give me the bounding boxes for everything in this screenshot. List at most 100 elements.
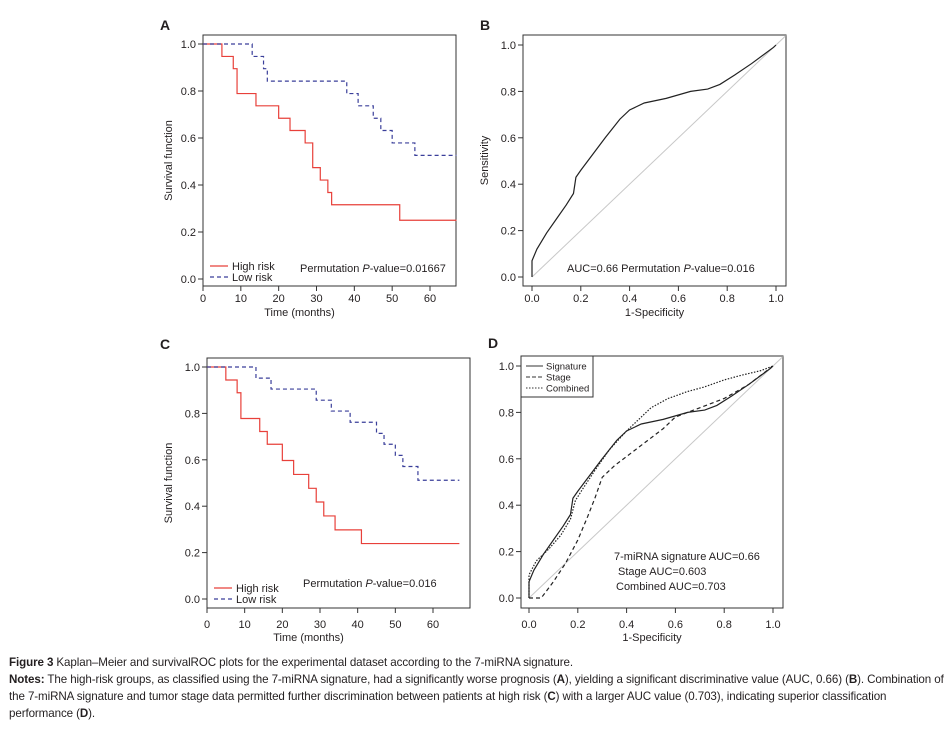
x-axis-label: 1-Specificity: [625, 307, 685, 319]
x-axis-label: Time (months): [264, 307, 335, 319]
x-tick-label: 40: [352, 619, 364, 631]
y-tick-label: 0.2: [185, 548, 200, 560]
y-tick-label: 0.6: [501, 133, 516, 145]
annotation-pvalue: Permutation P-value=0.016: [303, 578, 437, 590]
plot-frame: [520, 355, 784, 609]
x-tick-label: 0.8: [717, 619, 732, 631]
y-tick-label: 0.6: [185, 455, 200, 467]
y-tick-label: 0.6: [181, 133, 196, 145]
y-tick-label: 0.6: [499, 454, 514, 466]
x-tick-label: 40: [348, 293, 360, 305]
series-combined: [528, 365, 774, 598]
y-tick-label: 0.2: [499, 547, 514, 559]
y-tick-label: 1.0: [181, 39, 196, 51]
annotation-auc: Stage AUC=0.603: [618, 566, 706, 578]
figure-caption: Figure 3 Kaplan–Meier and survivalROC pl…: [9, 654, 945, 722]
x-tick-label: 1.0: [765, 619, 780, 631]
panel-a: A 0.0 0.2 0.4 0.6 0.8 1.0 0 10 20 30 40 50 60 Time (mo…: [160, 17, 457, 319]
y-tick-label: 1.0: [501, 40, 516, 52]
y-axis-label: Survival function: [163, 120, 175, 201]
x-tick-label: 20: [273, 293, 285, 305]
annotation-italic: P: [362, 263, 370, 275]
annotation-text: -value=0.016: [373, 578, 437, 590]
y-tick-label: 0.0: [181, 274, 196, 286]
notes-ref-b: B: [848, 673, 858, 686]
y-tick-label: 0.8: [499, 407, 514, 419]
y-tick-label: 0.4: [499, 500, 514, 512]
annotation-text: AUC=0.66 Permutation: [567, 263, 683, 275]
y-tick-label: 0.8: [181, 86, 196, 98]
annotation-italic: P: [683, 263, 691, 275]
annotation-pvalue: Permutation P-value=0.01667: [300, 263, 446, 275]
annotation-pvalue: AUC=0.66 Permutation P-value=0.016: [567, 263, 755, 275]
x-tick-label: 0.4: [619, 619, 634, 631]
y-tick-label: 0.8: [501, 86, 516, 98]
legend-label: Signature: [546, 362, 587, 373]
annotation-auc: 7-miRNA signature AUC=0.66: [614, 551, 760, 563]
annotation-text: Permutation: [303, 578, 365, 590]
notes-text: The high-risk groups, as classified usin…: [44, 673, 557, 686]
y-tick-label: 0.8: [185, 408, 200, 420]
panel-c: C 0.0 0.2 0.4 0.6 0.8 1.0 0 10 20 30 40 50 60 Time (mo…: [160, 336, 471, 644]
y-tick-label: 0.2: [181, 227, 196, 239]
notes-label: Notes:: [9, 673, 45, 686]
legend-label: Low risk: [236, 594, 277, 606]
y-tick-label: 0.0: [499, 593, 514, 605]
x-tick-label: 50: [389, 619, 401, 631]
series-high-risk: [207, 366, 460, 545]
panel-label: D: [488, 335, 498, 351]
x-tick-label: 0.0: [524, 293, 539, 305]
annotation-italic: P: [365, 578, 373, 590]
plot-frame: [522, 34, 787, 287]
x-tick-label: 0.2: [570, 619, 585, 631]
panel-label: A: [160, 17, 170, 33]
caption-title-line: Figure 3 Kaplan–Meier and survivalROC pl…: [9, 654, 945, 671]
y-tick-label: 0.0: [185, 594, 200, 606]
x-tick-label: 10: [239, 619, 251, 631]
caption-title-text: Kaplan–Meier and survivalROC plots for t…: [53, 656, 574, 669]
legend-label: Stage: [546, 373, 571, 384]
annotation-text: -value=0.01667: [370, 263, 446, 275]
series-signature: [528, 365, 774, 598]
reference-diagonal: [531, 35, 787, 278]
reference-diagonal: [528, 356, 784, 599]
x-tick-label: 60: [424, 293, 436, 305]
notes-text: ). Combination of the 7-miRNA signature …: [9, 673, 944, 703]
notes-text: ), yielding a significant discriminative…: [564, 673, 849, 686]
x-axis-label: 1-Specificity: [622, 632, 682, 644]
x-tick-label: 10: [235, 293, 247, 305]
y-axis-label: Survival function: [163, 443, 175, 524]
x-axis-label: Time (months): [273, 632, 344, 644]
x-tick-label: 0.0: [521, 619, 536, 631]
legend-label: Combined: [546, 384, 589, 395]
y-tick-label: 0.4: [181, 180, 196, 192]
panel-label: C: [160, 336, 170, 352]
plot-frame: [206, 357, 471, 609]
x-tick-label: 0.6: [671, 293, 686, 305]
x-tick-label: 0.2: [573, 293, 588, 305]
notes-text: ).: [88, 707, 96, 720]
x-tick-label: 0.8: [720, 293, 735, 305]
series-low-risk: [207, 366, 460, 481]
x-tick-label: 0.4: [622, 293, 637, 305]
y-axis-label: Sensitivity: [479, 135, 491, 185]
x-tick-label: 0: [200, 293, 206, 305]
notes-ref-a: A: [556, 673, 565, 686]
series-signature: [531, 44, 777, 277]
x-tick-label: 30: [310, 293, 322, 305]
y-tick-label: 0.0: [501, 272, 516, 284]
y-tick-label: 0.4: [501, 179, 516, 191]
y-tick-label: 0.2: [501, 226, 516, 238]
x-tick-label: 30: [314, 619, 326, 631]
x-tick-label: 0: [204, 619, 210, 631]
panel-b: B 0.0 0.2 0.4 0.6 0.8 1.0 0.0 0.2 0.4 0.6 0.8 1.0 1-S…: [479, 17, 787, 319]
series-stage: [529, 365, 774, 599]
series-high-risk: [203, 43, 457, 221]
notes-ref-c: C: [547, 690, 556, 703]
x-tick-label: 60: [427, 619, 439, 631]
series-low-risk: [203, 43, 457, 156]
caption-figure-number: Figure 3: [9, 656, 54, 669]
figure-3: A 0.0 0.2 0.4 0.6 0.8 1.0 0 10 20 30 40 50 60 Time (mo…: [160, 17, 787, 644]
x-tick-label: 20: [276, 619, 288, 631]
plot-frame: [202, 34, 457, 287]
